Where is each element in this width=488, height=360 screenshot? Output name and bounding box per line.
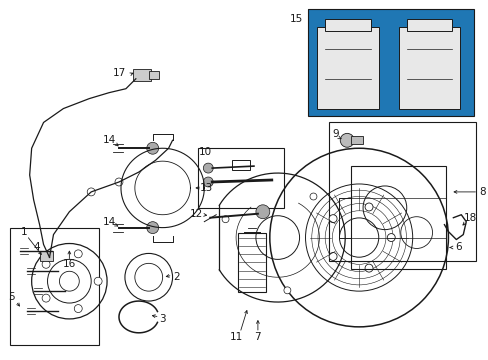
Text: 14: 14 (102, 135, 116, 145)
Circle shape (328, 252, 336, 260)
Text: 12: 12 (189, 209, 203, 219)
Bar (328, 122, 475, 261)
Bar (10, 228, 99, 345)
Bar (325, 19, 370, 31)
Circle shape (146, 142, 158, 154)
Text: 1: 1 (20, 226, 27, 237)
Circle shape (255, 205, 269, 219)
Circle shape (340, 133, 353, 147)
Text: 16: 16 (62, 259, 76, 269)
Text: 10: 10 (198, 147, 211, 157)
Text: 9: 9 (331, 129, 338, 139)
Text: 8: 8 (478, 187, 485, 197)
Text: 5: 5 (8, 292, 15, 302)
Text: 4: 4 (33, 243, 40, 252)
Circle shape (146, 222, 158, 234)
Bar (307, 9, 473, 117)
Bar (148, 71, 158, 79)
Bar (398, 27, 459, 109)
Bar (350, 136, 362, 144)
Text: 15: 15 (290, 14, 303, 24)
Circle shape (222, 216, 228, 223)
Text: 7: 7 (254, 332, 261, 342)
Circle shape (94, 277, 102, 285)
Text: 14: 14 (102, 217, 116, 227)
Circle shape (42, 294, 50, 302)
Text: 13: 13 (199, 183, 212, 193)
Circle shape (386, 234, 394, 242)
Bar (133, 69, 150, 81)
Bar (232, 160, 249, 170)
Circle shape (328, 215, 336, 222)
Bar (406, 19, 451, 31)
Bar (238, 233, 265, 292)
Bar (317, 27, 378, 109)
Circle shape (365, 264, 372, 272)
Circle shape (42, 260, 50, 268)
Circle shape (284, 287, 290, 294)
Bar (307, 9, 473, 117)
Text: 6: 6 (454, 243, 461, 252)
Bar (198, 148, 283, 208)
Bar (40, 251, 53, 261)
Text: 18: 18 (463, 213, 476, 223)
Text: 3: 3 (159, 314, 165, 324)
Text: 11: 11 (229, 332, 242, 342)
Circle shape (74, 250, 82, 258)
Text: 17: 17 (112, 68, 125, 78)
Circle shape (74, 305, 82, 312)
Bar (350, 166, 446, 269)
Circle shape (203, 177, 213, 187)
Circle shape (309, 193, 316, 200)
Circle shape (365, 203, 372, 211)
Text: 2: 2 (173, 272, 180, 282)
Circle shape (203, 163, 213, 173)
